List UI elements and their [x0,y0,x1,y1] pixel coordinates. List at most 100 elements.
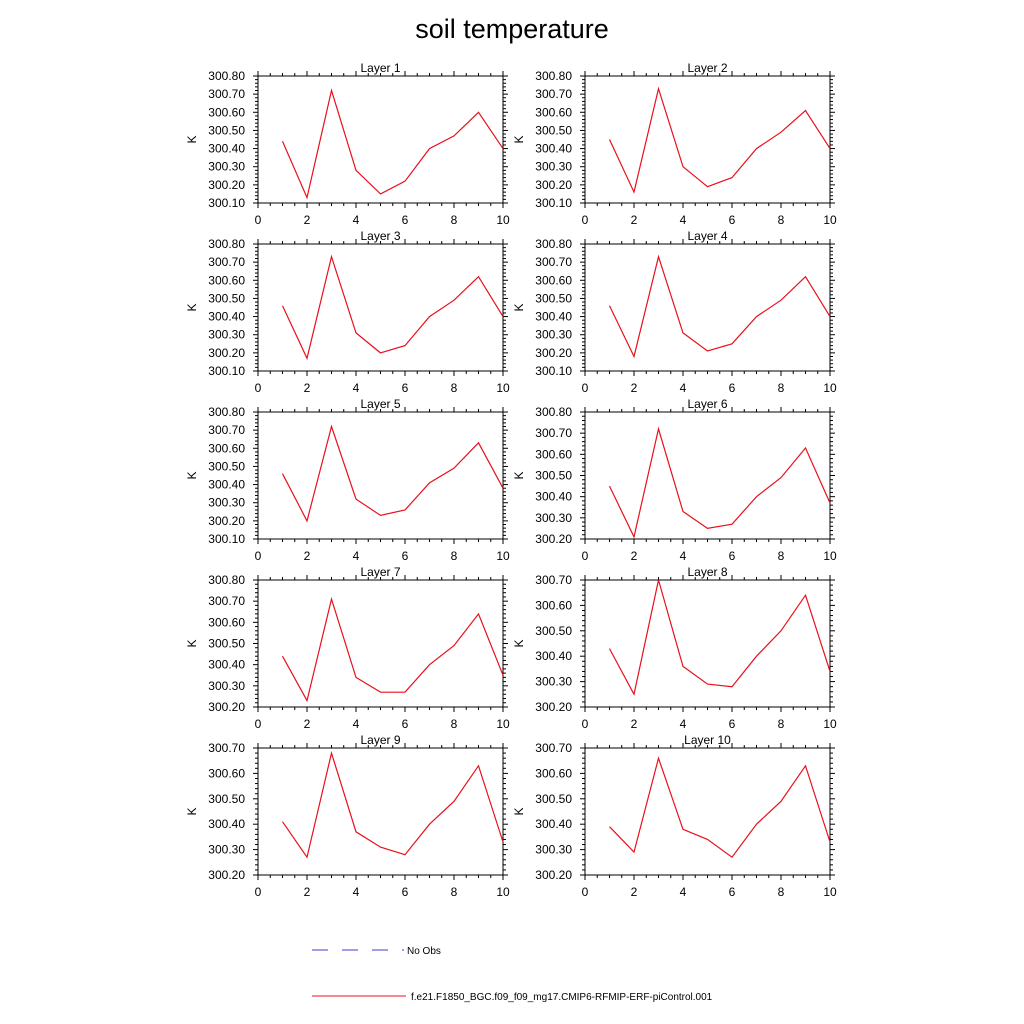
y-tick-label: 300.30 [535,160,572,174]
x-tick-label: 10 [823,717,837,731]
panel-frame [584,411,831,540]
panel-title: Layer 7 [360,565,400,579]
y-tick-label: 300.70 [208,423,245,437]
panel-layer-9: Layer 9 K 0 2 4 6 8 10 300.20 300.30 300.40 300.50 3… [185,733,510,899]
x-tick-label: 10 [496,549,510,563]
y-tick-label: 300.30 [208,679,245,693]
y-tick-label: 300.30 [208,328,245,342]
panel-layer-10: Layer 10 K 0 2 4 6 8 10 300.20 300.30 300.40 300.50… [512,733,837,899]
panel-layer-8: Layer 8 K 0 2 4 6 8 10 300.20 300.30 300.40 300.50 3… [512,565,837,731]
x-tick-label: 4 [353,885,360,899]
x-tick-label: 4 [353,381,360,395]
x-tick-label: 6 [729,717,736,731]
x-tick-label: 4 [680,213,687,227]
panel-frame [257,411,504,540]
series-line [281,596,504,703]
series-line [608,254,831,359]
x-tick-label: 2 [304,549,311,563]
series-line [608,86,831,194]
x-tick-label: 4 [680,549,687,563]
y-tick-label: 300.70 [208,741,245,755]
y-tick-label: 300.50 [208,459,245,473]
y-tick-label: 300.30 [208,843,245,857]
y-tick-label: 300.20 [208,700,245,714]
x-tick-label: 2 [631,717,638,731]
x-tick-label: 2 [631,549,638,563]
y-tick-label: 300.40 [535,490,572,504]
y-tick-label: 300.80 [535,237,572,251]
y-tick-label: 300.60 [535,766,572,780]
x-tick-label: 8 [778,381,785,395]
panel-layer-1: Layer 1 K 0 2 4 6 8 10 300.10 300.20 300.30 300.40 3… [185,61,510,227]
x-tick-label: 10 [823,213,837,227]
y-tick-label: 300.50 [535,624,572,638]
x-tick-label: 8 [778,885,785,899]
series-line [281,254,504,361]
x-tick-label: 0 [255,717,262,731]
x-tick-label: 10 [823,549,837,563]
y-axis-label: K [512,807,526,815]
x-tick-label: 10 [496,717,510,731]
x-tick-label: 8 [778,213,785,227]
y-tick-label: 300.70 [535,255,572,269]
x-tick-label: 2 [631,381,638,395]
y-tick-label: 300.70 [535,426,572,440]
y-tick-label: 300.80 [208,69,245,83]
y-tick-label: 300.70 [208,594,245,608]
x-tick-label: 0 [255,549,262,563]
panel-layer-2: Layer 2 K 0 2 4 6 8 10 300.10 300.20 300.30 300.40 3… [512,61,837,227]
legend: No Obs f.e21.F1850_BGC.f09_f09_mg17.CMIP… [312,946,713,1003]
y-tick-label: 300.20 [208,178,245,192]
x-tick-label: 10 [496,213,510,227]
y-tick-label: 300.10 [535,364,572,378]
x-tick-label: 4 [353,717,360,731]
y-tick-label: 300.20 [535,700,572,714]
y-axis-label: K [185,471,199,479]
y-axis-label: K [512,135,526,143]
series-line [281,88,504,200]
y-tick-label: 300.20 [208,346,245,360]
y-tick-label: 300.50 [535,792,572,806]
y-tick-label: 300.20 [535,178,572,192]
x-tick-label: 8 [451,885,458,899]
x-tick-label: 2 [304,717,311,731]
y-tick-label: 300.40 [208,310,245,324]
y-axis-label: K [185,135,199,143]
y-tick-label: 300.50 [208,792,245,806]
y-tick-label: 300.80 [208,405,245,419]
x-tick-label: 2 [631,213,638,227]
y-tick-label: 300.40 [208,658,245,672]
y-tick-label: 300.30 [208,160,245,174]
x-tick-label: 2 [304,213,311,227]
series-line [609,756,831,859]
y-tick-label: 300.30 [535,675,572,689]
y-tick-label: 300.40 [208,817,245,831]
y-tick-label: 300.20 [535,532,572,546]
panel-frame [257,747,504,876]
x-tick-label: 8 [451,717,458,731]
y-tick-label: 300.30 [535,843,572,857]
panels-group: Layer 1 K 0 2 4 6 8 10 300.10 300.20 300.30 300.40 3… [185,61,837,899]
y-tick-label: 300.30 [535,328,572,342]
y-tick-label: 300.20 [535,868,572,882]
panel-layer-3: Layer 3 K 0 2 4 6 8 10 300.10 300.20 300.30 300.40 3… [185,229,510,395]
x-tick-label: 10 [496,885,510,899]
panel-title: Layer 6 [687,397,727,411]
panel-title: Layer 10 [684,733,731,747]
x-tick-label: 8 [451,381,458,395]
y-tick-label: 300.80 [208,573,245,587]
panel-layer-4: Layer 4 K 0 2 4 6 8 10 300.10 300.20 300.30 300.40 3… [512,229,837,395]
y-tick-label: 300.40 [208,478,245,492]
y-axis-label: K [512,471,526,479]
y-tick-label: 300.80 [535,69,572,83]
y-tick-label: 300.80 [535,405,572,419]
x-tick-label: 2 [304,381,311,395]
panel-frame [584,747,831,876]
y-tick-label: 300.10 [535,196,572,210]
x-tick-label: 6 [402,549,409,563]
x-tick-label: 0 [582,381,589,395]
y-tick-label: 300.20 [208,868,245,882]
panel-title: Layer 2 [687,61,727,75]
x-tick-label: 8 [778,549,785,563]
panel-frame [584,75,831,204]
